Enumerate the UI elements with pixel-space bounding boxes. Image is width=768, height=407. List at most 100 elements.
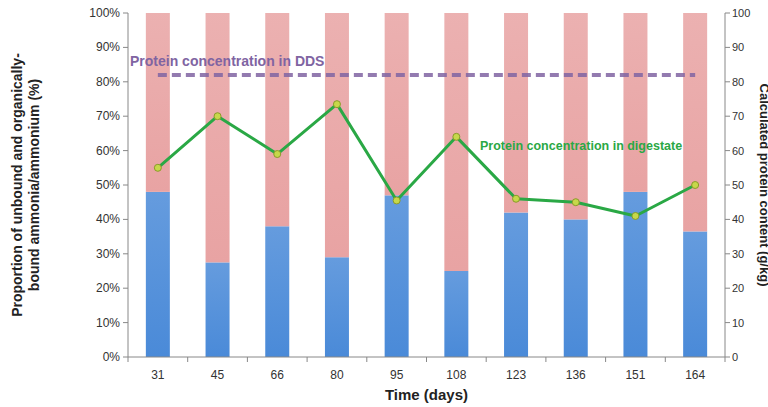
bar [444,13,468,271]
y-tick-label: 100% [89,6,120,20]
marker [513,195,520,202]
y2-tick [725,253,730,254]
series-label: Protein concentration in digestate [480,139,682,153]
y-tick-label: 90% [96,40,120,54]
y2-tick-label: 20 [732,282,744,294]
y-tick [123,47,128,48]
bar [265,226,289,357]
bar [146,13,170,192]
y2-tick [725,185,730,186]
x-tick-divider [605,357,606,362]
bar [385,13,409,195]
x-tick-label: 95 [390,368,404,382]
bar [146,192,170,357]
y-tick [123,150,128,151]
y-tick-label: 70% [96,109,120,123]
x-axis-title: Time (days) [385,386,468,403]
y-axis-title: Proportion of unbound and organically-bo… [9,53,42,317]
y-tick-label: 40% [96,212,120,226]
y-tick-label: 30% [96,247,120,261]
x-tick-divider [545,357,546,362]
y2-tick-label: 40 [732,213,744,225]
bar [683,231,707,357]
y-tick [123,288,128,289]
bar [206,262,230,357]
y2-tick [725,81,730,82]
marker [692,182,699,189]
x-tick-label: 151 [625,368,645,382]
x-tick-divider [366,357,367,362]
y2-tick-label: 80 [732,76,744,88]
x-tick-divider [307,357,308,362]
x-tick-label: 123 [506,368,526,382]
line [158,73,695,77]
bar [623,192,647,357]
marker [453,133,460,140]
x-tick-label: 31 [151,368,165,382]
y2-axis-title: Calculated protein content (g/kg) [757,84,768,287]
x-tick-label: 80 [330,368,344,382]
y-tick-label: 10% [96,316,120,330]
y2-tick-label: 70 [732,110,744,122]
y2-tick [725,357,730,358]
y-tick-label: 20% [96,281,120,295]
y-tick-label: 50% [96,178,120,192]
x-tick-divider [725,357,726,362]
y2-tick [725,288,730,289]
bar [325,257,349,357]
y-tick [123,13,128,14]
y-tick [123,81,128,82]
y2-tick [725,219,730,220]
marker [214,113,221,120]
y2-tick-label: 0 [732,351,738,363]
y2-tick-label: 30 [732,248,744,260]
marker [572,199,579,206]
bar [444,271,468,357]
chart: 0% 10% 20% 30% 40% 50% 60% 70% 80% 90% 100% 0 10 20 30… [0,0,768,407]
y2-tick [725,150,730,151]
x-tick-label: 164 [685,368,705,382]
y2-tick-label: 100 [732,7,750,19]
marker [333,101,340,108]
x-tick-label: 136 [566,368,586,382]
bar [504,213,528,357]
y-tick [123,219,128,220]
y2-tick-label: 50 [732,179,744,191]
marker [632,212,639,219]
line [158,104,695,216]
bar [564,13,588,219]
bar [623,13,647,192]
marker [393,197,400,204]
x-tick-label: 45 [211,368,225,382]
bar [683,13,707,231]
x-tick-divider [486,357,487,362]
y-tick-label: 0% [103,350,121,364]
y-tick-label: 80% [96,75,120,89]
y2-tick-label: 10 [732,317,744,329]
bar [325,13,349,257]
bar [564,219,588,357]
x-tick-divider [426,357,427,362]
y2-tick-label: 90 [732,41,744,53]
x-tick-label: 108 [446,368,466,382]
x-tick-label: 66 [271,368,285,382]
y-tick-label: 60% [96,144,120,158]
y-tick [123,253,128,254]
bar [265,13,289,226]
y2-tick [725,116,730,117]
bar [385,195,409,357]
bar [504,13,528,213]
y2-tick [725,322,730,323]
y2-tick-label: 60 [732,145,744,157]
y-tick [123,116,128,117]
x-tick-divider [128,357,129,362]
y2-tick [725,47,730,48]
x-tick-divider [247,357,248,362]
marker [154,164,161,171]
bar [206,13,230,262]
y-tick [123,322,128,323]
y-tick [123,185,128,186]
x-tick-divider [665,357,666,362]
series-label: Protein concentration in DDS [130,53,324,69]
y-tick [123,357,128,358]
